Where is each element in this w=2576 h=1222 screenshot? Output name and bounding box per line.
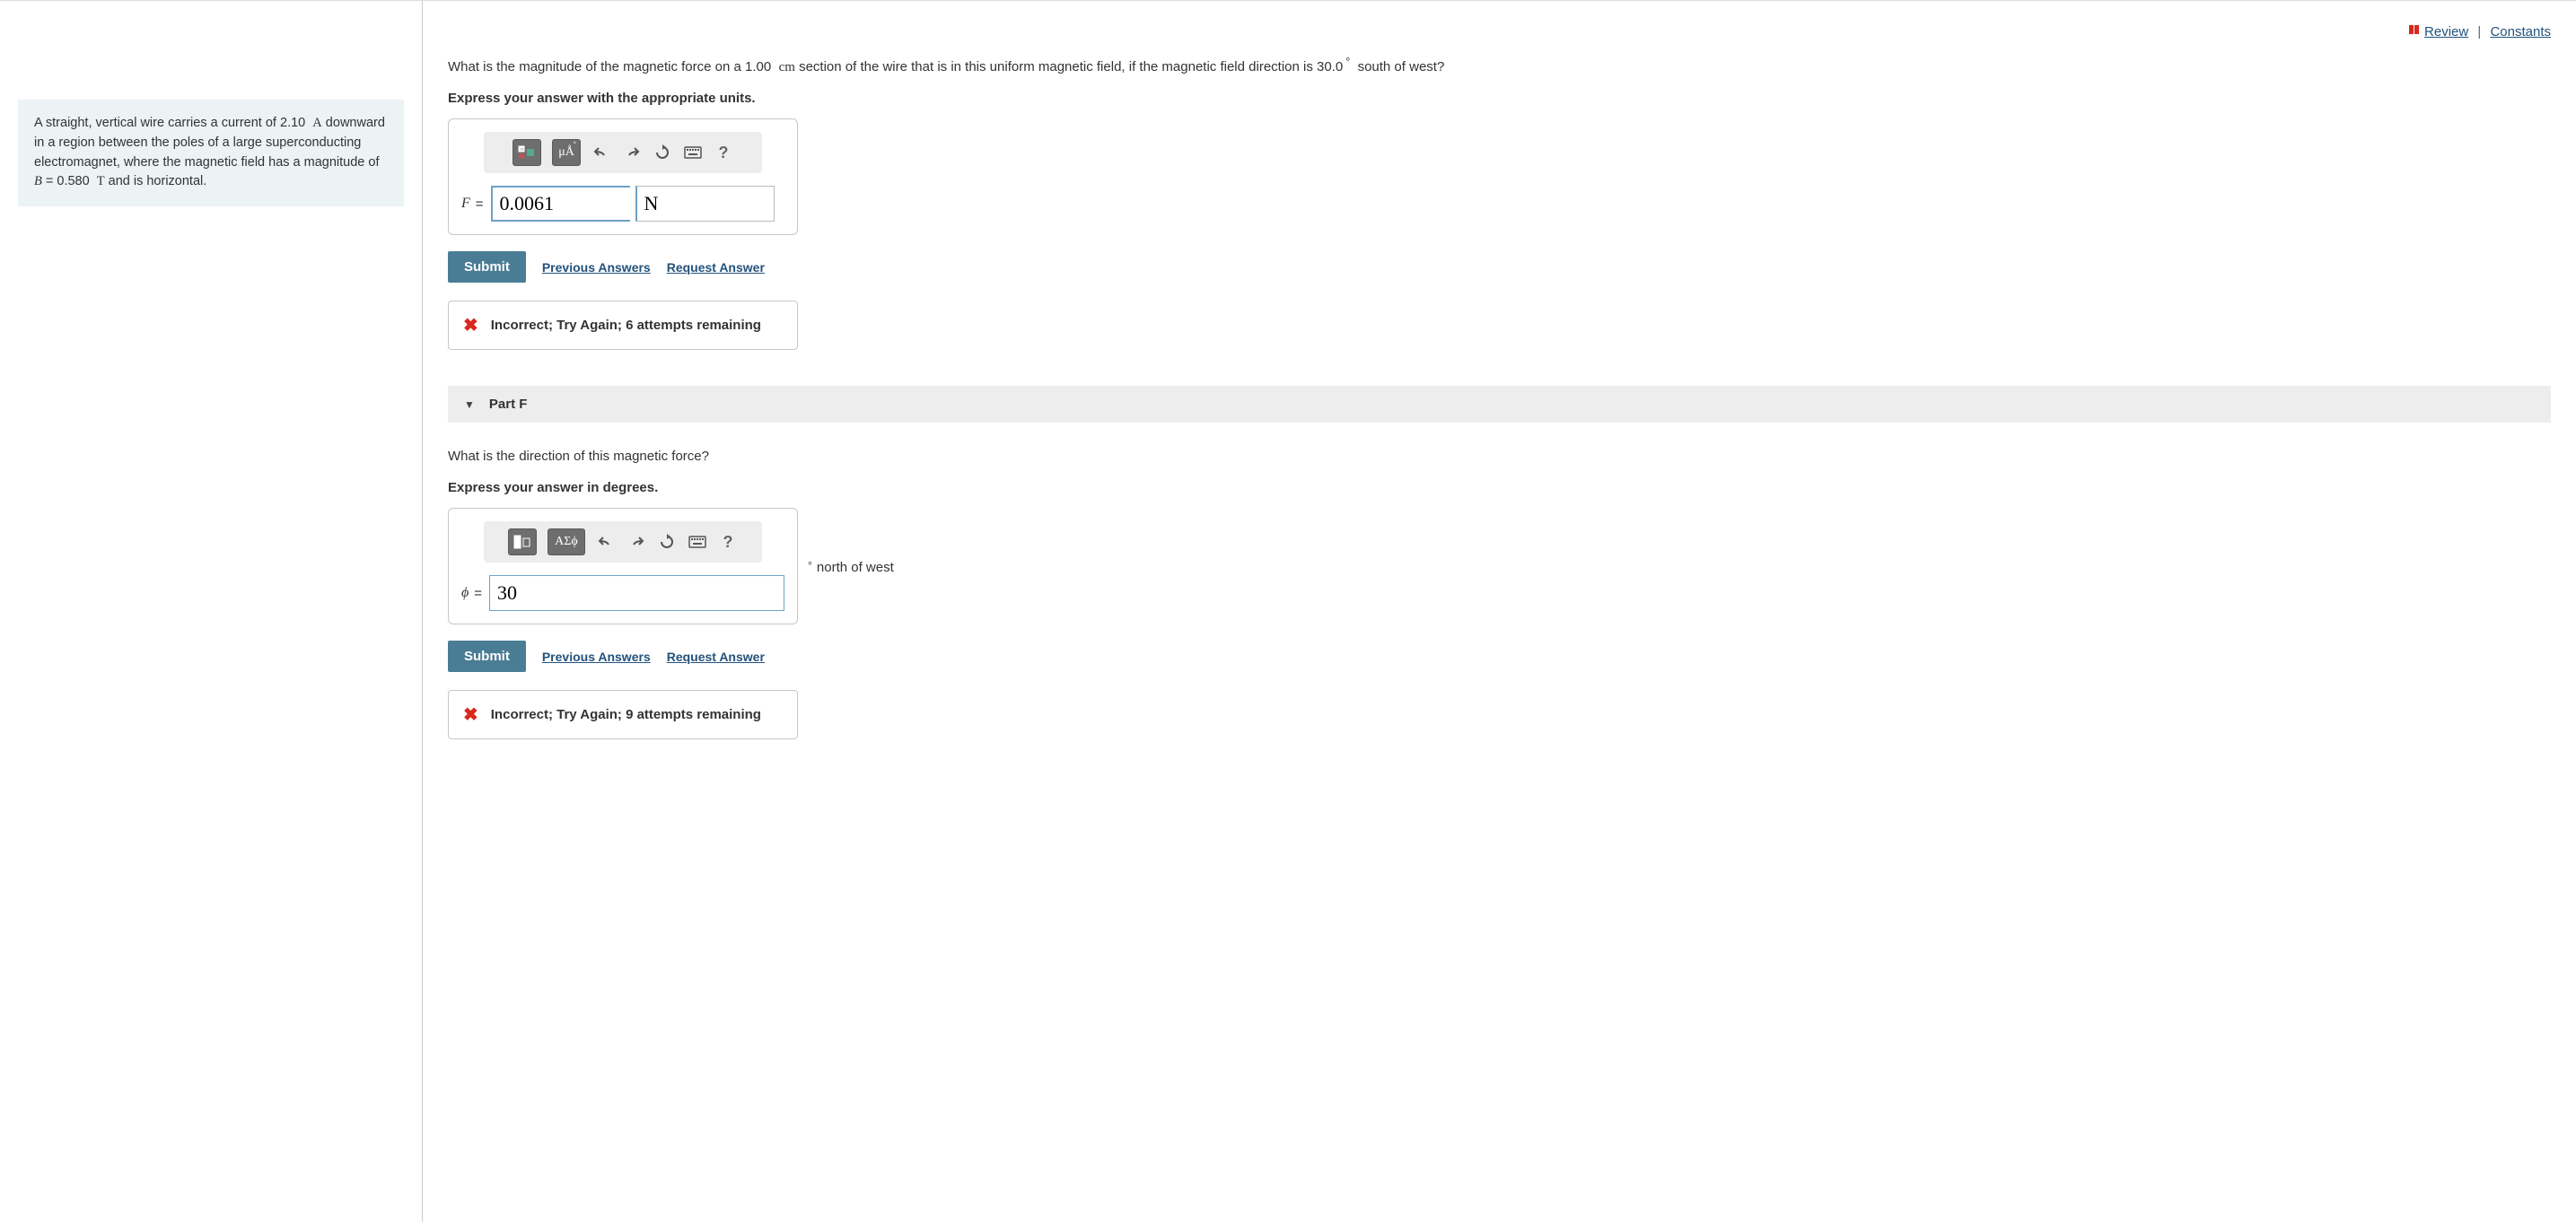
problem-statement: A straight, vertical wire carries a curr…: [18, 100, 404, 206]
part-e-previous-answers-link[interactable]: Previous Answers: [542, 260, 651, 275]
help-icon[interactable]: ?: [718, 532, 738, 552]
incorrect-icon: ✖: [463, 314, 478, 336]
problem-text-1: A straight, vertical wire carries a curr…: [34, 116, 280, 130]
svg-text:□: □: [521, 147, 523, 153]
part-f-variable: ϕ: [461, 585, 469, 601]
part-f-submit-button[interactable]: Submit: [448, 641, 526, 672]
part-e-answer-box: □ μÅ° ? F: [448, 118, 798, 235]
part-e-unit-input[interactable]: [635, 186, 775, 222]
equals-sign: =: [476, 196, 484, 212]
part-f-input-row: ϕ =: [461, 575, 784, 611]
part-e-feedback: ✖ Incorrect; Try Again; 6 attempts remai…: [448, 301, 798, 350]
part-e-value-input[interactable]: [491, 186, 630, 222]
problem-text-3: and is horizontal.: [105, 174, 207, 188]
part-f-request-answer-link[interactable]: Request Answer: [667, 650, 765, 664]
equals: =: [42, 174, 57, 188]
undo-icon[interactable]: [596, 532, 616, 552]
keyboard-icon[interactable]: [688, 532, 707, 552]
reset-icon[interactable]: [653, 143, 672, 162]
part-f-toolbar: √ ΑΣϕ: [484, 521, 762, 563]
part-f-previous-answers-link[interactable]: Previous Answers: [542, 650, 651, 664]
top-links: Review | Constants: [448, 19, 2551, 53]
current-unit: A: [312, 116, 321, 130]
part-f-button-row: Submit Previous Answers Request Answer: [448, 641, 2551, 672]
templates-button[interactable]: □: [513, 139, 541, 166]
part-f-instruction: Express your answer in degrees.: [448, 480, 2551, 495]
part-f-label: Part F: [489, 397, 528, 412]
equals-sign: =: [474, 586, 482, 601]
part-f-answer-box: √ ΑΣϕ: [448, 508, 798, 624]
direction-text: north of west: [817, 560, 894, 575]
keyboard-icon[interactable]: [683, 143, 703, 162]
separator: |: [2477, 24, 2481, 39]
current-value: 2.10: [280, 116, 305, 130]
b-value: 0.580: [57, 174, 89, 188]
redo-icon[interactable]: [626, 532, 646, 552]
svg-text:√: √: [515, 538, 521, 549]
redo-icon[interactable]: [622, 143, 642, 162]
incorrect-icon: ✖: [463, 703, 478, 726]
reset-icon[interactable]: [657, 532, 677, 552]
templates-button[interactable]: √: [508, 528, 537, 555]
constants-link[interactable]: Constants: [2490, 24, 2551, 39]
part-f-question: What is the direction of this magnetic f…: [448, 446, 2551, 467]
part-e-variable: F: [461, 196, 470, 212]
part-e-question: What is the magnitude of the magnetic fo…: [448, 53, 2551, 78]
part-e-submit-button[interactable]: Submit: [448, 251, 526, 283]
part-e-request-answer-link[interactable]: Request Answer: [667, 260, 765, 275]
part-f-value-input[interactable]: [489, 575, 784, 611]
help-icon[interactable]: ?: [714, 143, 733, 162]
review-link[interactable]: Review: [2424, 24, 2468, 39]
undo-icon[interactable]: [591, 143, 611, 162]
part-e-button-row: Submit Previous Answers Request Answer: [448, 251, 2551, 283]
part-f-header[interactable]: ▼ Part F: [448, 386, 2551, 423]
b-variable: B: [34, 174, 42, 188]
part-e-feedback-text: Incorrect; Try Again; 6 attempts remaini…: [491, 318, 761, 333]
b-unit: T: [97, 174, 105, 188]
degree-symbol: ∘: [807, 558, 813, 569]
part-e-input-row: F =: [461, 186, 784, 222]
part-f-feedback: ✖ Incorrect; Try Again; 9 attempts remai…: [448, 690, 798, 739]
units-button[interactable]: μÅ°: [552, 139, 581, 166]
greek-button[interactable]: ΑΣϕ: [548, 528, 585, 555]
part-f-feedback-text: Incorrect; Try Again; 9 attempts remaini…: [491, 707, 761, 722]
flag-icon[interactable]: [2408, 24, 2421, 40]
part-f-suffix: ∘ north of west: [807, 557, 894, 575]
part-e-toolbar: □ μÅ° ?: [484, 132, 762, 173]
collapse-triangle-icon: ▼: [464, 398, 475, 411]
part-e-instruction: Express your answer with the appropriate…: [448, 91, 2551, 106]
